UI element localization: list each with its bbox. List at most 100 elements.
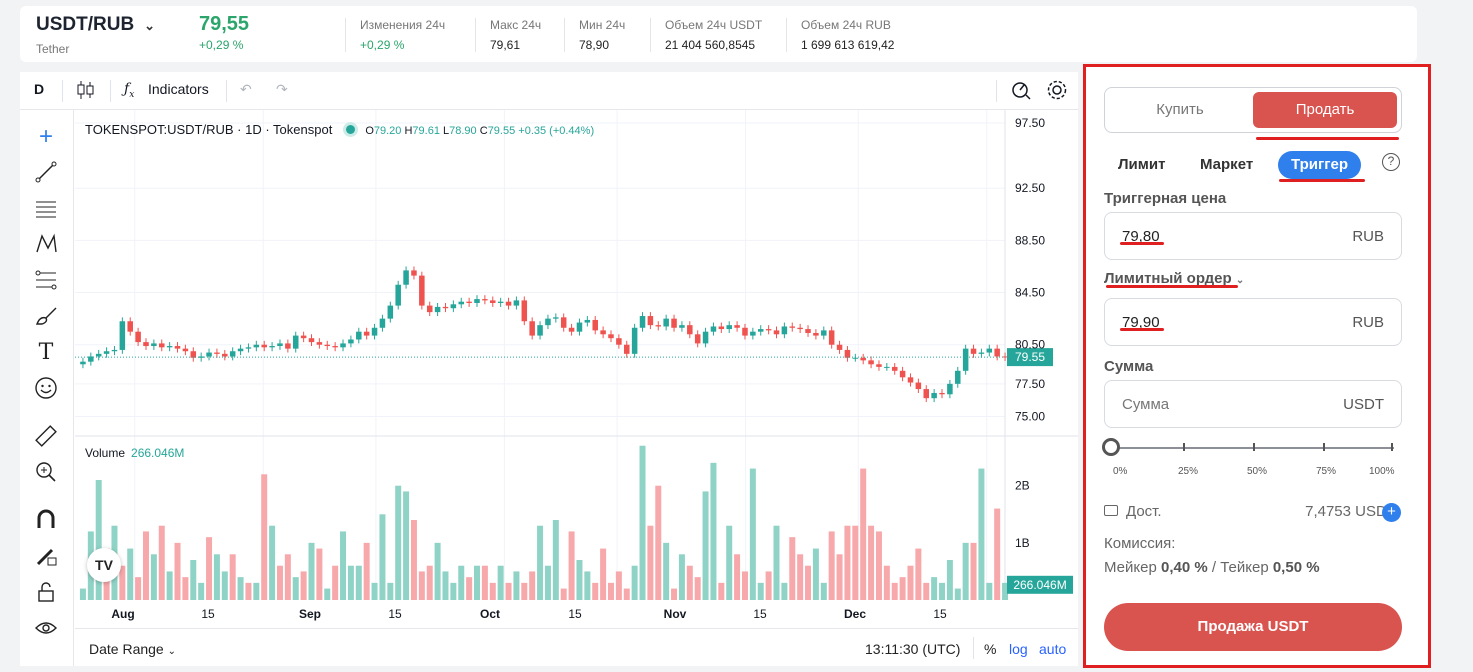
snapshot-icon[interactable]: [1010, 79, 1032, 104]
chart-legend: TOKENSPOT:USDT/RUB · 1D · Tokenspot O79.2…: [85, 122, 595, 137]
pair-name[interactable]: USDT/RUB: [36, 14, 135, 35]
amount-slider-handle[interactable]: [1102, 438, 1120, 456]
ruler-icon[interactable]: [33, 424, 59, 450]
trigger-price-input[interactable]: 79,80 RUB: [1104, 212, 1402, 260]
slider-pct-50[interactable]: 50%: [1247, 466, 1268, 477]
emoji-icon[interactable]: [33, 376, 59, 402]
candle: [623, 344, 630, 354]
volume-bar: [253, 582, 260, 600]
volume-bar: [158, 525, 165, 600]
eye-icon[interactable]: [33, 616, 59, 642]
indicators-icon[interactable]: ƒx: [124, 81, 135, 100]
time-tick-label: Nov: [664, 607, 687, 621]
volume-bar: [119, 565, 126, 600]
candle: [237, 348, 244, 352]
zoom-in-icon[interactable]: [33, 460, 59, 486]
crosshair-icon[interactable]: +: [38, 123, 53, 150]
candle: [324, 344, 331, 347]
interval-button[interactable]: D: [34, 81, 45, 97]
fee-label: Комиссия:: [1104, 535, 1176, 552]
undo-icon[interactable]: ↶: [240, 81, 252, 97]
indicators-button[interactable]: Indicators: [148, 81, 209, 97]
time-tick-label: 15: [568, 607, 582, 621]
settings-gear-icon[interactable]: [1046, 79, 1068, 104]
auto-toggle[interactable]: auto: [1039, 641, 1067, 657]
candle: [300, 335, 307, 339]
price-plot[interactable]: 79.55 97.50 92.50 88.50 84.50 80.50 77.50 75.00…: [75, 110, 1078, 666]
volume-bar: [797, 554, 804, 600]
slider-pct-25[interactable]: 25%: [1178, 466, 1199, 477]
candle: [781, 326, 788, 335]
date-range-button[interactable]: Date Range ⌄: [89, 641, 176, 657]
candle: [442, 306, 449, 309]
limit-price-input[interactable]: 79,90 RUB: [1104, 298, 1402, 346]
percent-toggle[interactable]: %: [984, 641, 997, 657]
candle: [521, 300, 528, 322]
live-dot-icon: [346, 125, 356, 134]
redo-icon[interactable]: ↷: [276, 81, 288, 97]
order-type-market[interactable]: Маркет: [1200, 156, 1254, 173]
order-type-limit[interactable]: Лимит: [1118, 156, 1166, 173]
candle: [647, 316, 654, 326]
pair-selector[interactable]: USDT/RUB ⌄: [36, 14, 155, 36]
candles-icon[interactable]: [76, 79, 96, 104]
candle: [135, 331, 141, 343]
log-toggle[interactable]: log: [1009, 641, 1028, 657]
slider-pct-0[interactable]: 0%: [1113, 466, 1128, 477]
order-type-trigger[interactable]: Триггер: [1278, 151, 1361, 179]
pattern-icon[interactable]: [33, 232, 59, 258]
volume-bar: [868, 525, 875, 600]
buy-tab[interactable]: Купить: [1156, 101, 1204, 118]
limit-order-dropdown[interactable]: Лимитный ордер ⌄: [1104, 270, 1245, 287]
amount-slider-track[interactable]: [1110, 447, 1394, 449]
horizontal-lines-icon[interactable]: [33, 196, 59, 222]
volume-bar: [749, 468, 756, 600]
volume-bar: [773, 525, 780, 600]
stat-change-24h: Изменения 24ч +0,29 %: [345, 18, 445, 52]
sell-tab[interactable]: Продать: [1253, 92, 1397, 128]
tradingview-logo[interactable]: TV: [87, 548, 121, 582]
candle: [836, 344, 843, 350]
highlight-underline: [1120, 328, 1164, 331]
chevron-down-icon[interactable]: ⌄: [144, 18, 156, 33]
lock-drawing-icon[interactable]: [33, 544, 59, 570]
candle: [348, 339, 354, 344]
magnet-icon[interactable]: [33, 508, 59, 534]
volume-bar: [860, 468, 867, 600]
lock-icon[interactable]: [33, 580, 59, 606]
volume-bar: [757, 582, 764, 600]
trend-line-icon[interactable]: [33, 160, 59, 186]
volume-bar: [544, 565, 551, 600]
volume-bar: [789, 537, 796, 600]
deposit-plus-icon[interactable]: +: [1382, 503, 1401, 522]
volume-bar: [521, 582, 528, 600]
slider-pct-75[interactable]: 75%: [1316, 466, 1337, 477]
candlestick-chart[interactable]: 79.55 97.50 92.50 88.50 84.50 80.50 77.50 75.00…: [75, 110, 1078, 628]
order-panel: Купить Продать Лимит Маркет Триггер ? Тр…: [1083, 64, 1431, 668]
slider-pct-100[interactable]: 100%: [1369, 466, 1395, 477]
candle: [158, 343, 165, 348]
candle: [655, 325, 662, 327]
candle: [403, 270, 409, 285]
candle: [119, 321, 126, 350]
fib-icon[interactable]: [33, 268, 59, 294]
legend-symbol: TOKENSPOT:USDT/RUB · 1D · Tokenspot: [85, 122, 333, 137]
candle: [103, 351, 110, 354]
text-icon[interactable]: T: [38, 340, 54, 365]
amount-input[interactable]: Сумма USDT: [1104, 380, 1402, 428]
volume-tick-label: 1B: [1015, 536, 1030, 550]
candle: [316, 342, 323, 345]
chart-toolbar: D ƒx Indicators ↶ ↷: [20, 72, 1078, 110]
brush-icon[interactable]: [33, 304, 59, 330]
candle: [797, 327, 803, 330]
submit-sell-button[interactable]: Продажа USDT: [1104, 603, 1402, 651]
highlight-underline: [1256, 137, 1399, 140]
help-icon[interactable]: ?: [1382, 153, 1400, 171]
time-tick-label: Aug: [111, 607, 134, 621]
volume-bar: [899, 577, 906, 600]
legend-high: 79.61: [412, 125, 440, 137]
volume-bar: [962, 542, 969, 600]
candle: [560, 317, 567, 328]
candle: [80, 361, 86, 365]
volume-bar: [939, 582, 946, 600]
